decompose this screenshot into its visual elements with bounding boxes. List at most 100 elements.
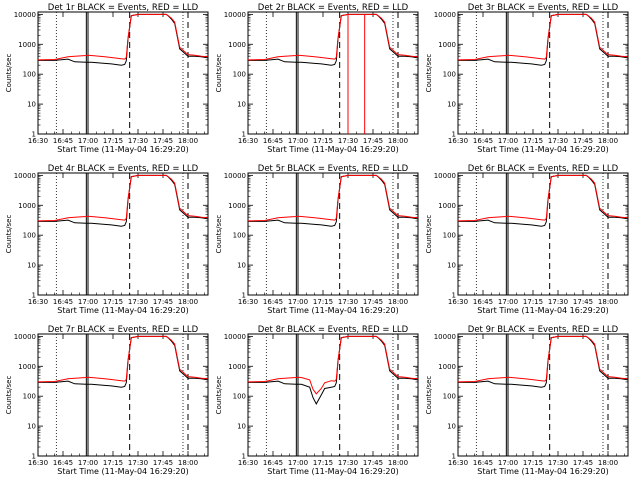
y-tick-label: 10 — [237, 101, 246, 109]
x-tick-label: 18:00 — [178, 298, 198, 306]
y-tick-label: 10000 — [434, 172, 456, 180]
panel-title: Det 4r BLACK = Events, RED = LLD — [48, 164, 199, 174]
panel-det-8: Det 8r BLACK = Events, RED = LLD 1 10 100 10… — [215, 325, 419, 476]
x-tick-label: 17:45 — [153, 298, 173, 306]
x-tick-label: 17:00 — [78, 137, 98, 145]
x-tick-label: 16:45 — [263, 459, 283, 467]
y-tick-label: 1000 — [18, 363, 36, 371]
series-line-lld — [458, 335, 628, 383]
panel-det-2: Det 2r BLACK = Events, RED = LLD 1 10 100 10… — [215, 3, 419, 154]
x-tick-label: 17:15 — [313, 298, 333, 306]
y-tick-label: 10000 — [224, 172, 246, 180]
y-tick-label: 1 — [242, 292, 246, 300]
x-tick-label: 16:45 — [473, 137, 493, 145]
y-axis-label: Counts/sec — [5, 215, 13, 254]
x-tick-label: 17:30 — [128, 298, 148, 306]
plot-frame — [37, 333, 209, 457]
series-line-events — [248, 335, 418, 405]
x-tick-label: 18:00 — [388, 137, 408, 145]
x-tick-label: 16:45 — [53, 298, 73, 306]
y-tick-label: 100 — [23, 71, 36, 79]
y-tick-label: 10 — [27, 423, 36, 431]
x-tick-label: 16:45 — [53, 137, 73, 145]
x-axis-label: Start Time (11-May-04 16:29:20) — [57, 145, 188, 154]
x-axis-label: Start Time (11-May-04 16:29:20) — [57, 467, 188, 476]
y-tick-label: 1 — [452, 453, 456, 461]
y-tick-label: 100 — [233, 393, 246, 401]
series-line-lld — [248, 13, 418, 61]
series-line-lld — [248, 335, 418, 395]
x-tick-label: 18:00 — [598, 137, 618, 145]
panel-title: Det 5r BLACK = Events, RED = LLD — [258, 164, 409, 174]
panel-title: Det 2r BLACK = Events, RED = LLD — [258, 3, 409, 13]
x-tick-label: 17:15 — [523, 298, 543, 306]
x-tick-label: 17:15 — [523, 137, 543, 145]
x-tick-label: 17:45 — [153, 137, 173, 145]
y-tick-label: 100 — [233, 232, 246, 240]
x-tick-label: 17:00 — [288, 459, 308, 467]
x-tick-label: 17:45 — [363, 298, 383, 306]
plot-frame — [457, 11, 629, 135]
panel-title: Det 7r BLACK = Events, RED = LLD — [48, 325, 199, 335]
y-tick-label: 10000 — [224, 333, 246, 341]
series-line-lld — [38, 13, 208, 61]
x-tick-label: 16:45 — [53, 459, 73, 467]
x-tick-label: 17:15 — [103, 298, 123, 306]
x-tick-label: 16:30 — [448, 459, 468, 467]
x-axis-label: Start Time (11-May-04 16:29:20) — [477, 467, 608, 476]
x-tick-label: 18:00 — [388, 298, 408, 306]
y-tick-label: 1000 — [438, 41, 456, 49]
series-line-lld — [38, 335, 208, 383]
panel-det-3: Det 3r BLACK = Events, RED = LLD 1 10 100 10… — [425, 3, 629, 154]
panel-det-4: Det 4r BLACK = Events, RED = LLD 1 10 100 10… — [5, 164, 209, 315]
x-tick-label: 17:30 — [548, 298, 568, 306]
panel-title: Det 1r BLACK = Events, RED = LLD — [48, 3, 199, 13]
x-tick-label: 17:45 — [153, 459, 173, 467]
panel-det-5: Det 5r BLACK = Events, RED = LLD 1 10 100 10… — [215, 164, 419, 315]
y-tick-label: 1 — [32, 292, 36, 300]
y-tick-label: 1000 — [18, 202, 36, 210]
x-tick-label: 18:00 — [598, 459, 618, 467]
x-tick-label: 17:45 — [573, 137, 593, 145]
x-tick-label: 17:45 — [363, 137, 383, 145]
x-tick-label: 17:45 — [573, 459, 593, 467]
x-tick-label: 17:30 — [128, 459, 148, 467]
y-tick-label: 100 — [233, 71, 246, 79]
panel-title: Det 9r BLACK = Events, RED = LLD — [468, 325, 619, 335]
x-axis-label: Start Time (11-May-04 16:29:20) — [267, 467, 398, 476]
x-tick-label: 16:30 — [238, 298, 258, 306]
plot-frame — [247, 11, 419, 135]
x-tick-label: 16:30 — [28, 298, 48, 306]
x-tick-label: 17:30 — [338, 298, 358, 306]
x-axis-label: Start Time (11-May-04 16:29:20) — [477, 145, 608, 154]
x-tick-label: 16:30 — [448, 137, 468, 145]
y-tick-label: 10000 — [434, 11, 456, 19]
panel-title: Det 8r BLACK = Events, RED = LLD — [258, 325, 409, 335]
plot-frame — [457, 333, 629, 457]
y-axis-label: Counts/sec — [5, 376, 13, 415]
x-axis-label: Start Time (11-May-04 16:29:20) — [267, 306, 398, 315]
panel-title: Det 3r BLACK = Events, RED = LLD — [468, 3, 619, 13]
x-tick-label: 16:30 — [28, 459, 48, 467]
x-tick-label: 17:30 — [338, 137, 358, 145]
x-tick-label: 17:00 — [498, 298, 518, 306]
x-tick-label: 16:30 — [28, 137, 48, 145]
y-axis-label: Counts/sec — [215, 376, 223, 415]
y-tick-label: 100 — [443, 393, 456, 401]
x-tick-label: 17:00 — [78, 298, 98, 306]
x-tick-label: 18:00 — [388, 459, 408, 467]
y-tick-label: 10 — [27, 262, 36, 270]
x-tick-label: 18:00 — [178, 459, 198, 467]
y-tick-label: 10000 — [14, 172, 36, 180]
y-tick-label: 10000 — [434, 333, 456, 341]
x-axis-label: Start Time (11-May-04 16:29:20) — [267, 145, 398, 154]
y-tick-label: 1 — [242, 453, 246, 461]
x-tick-label: 17:45 — [363, 459, 383, 467]
y-tick-label: 100 — [443, 232, 456, 240]
y-tick-label: 10 — [27, 101, 36, 109]
series-line-lld — [458, 13, 628, 61]
x-tick-label: 17:00 — [78, 459, 98, 467]
x-tick-label: 17:00 — [498, 137, 518, 145]
x-tick-label: 17:30 — [548, 137, 568, 145]
